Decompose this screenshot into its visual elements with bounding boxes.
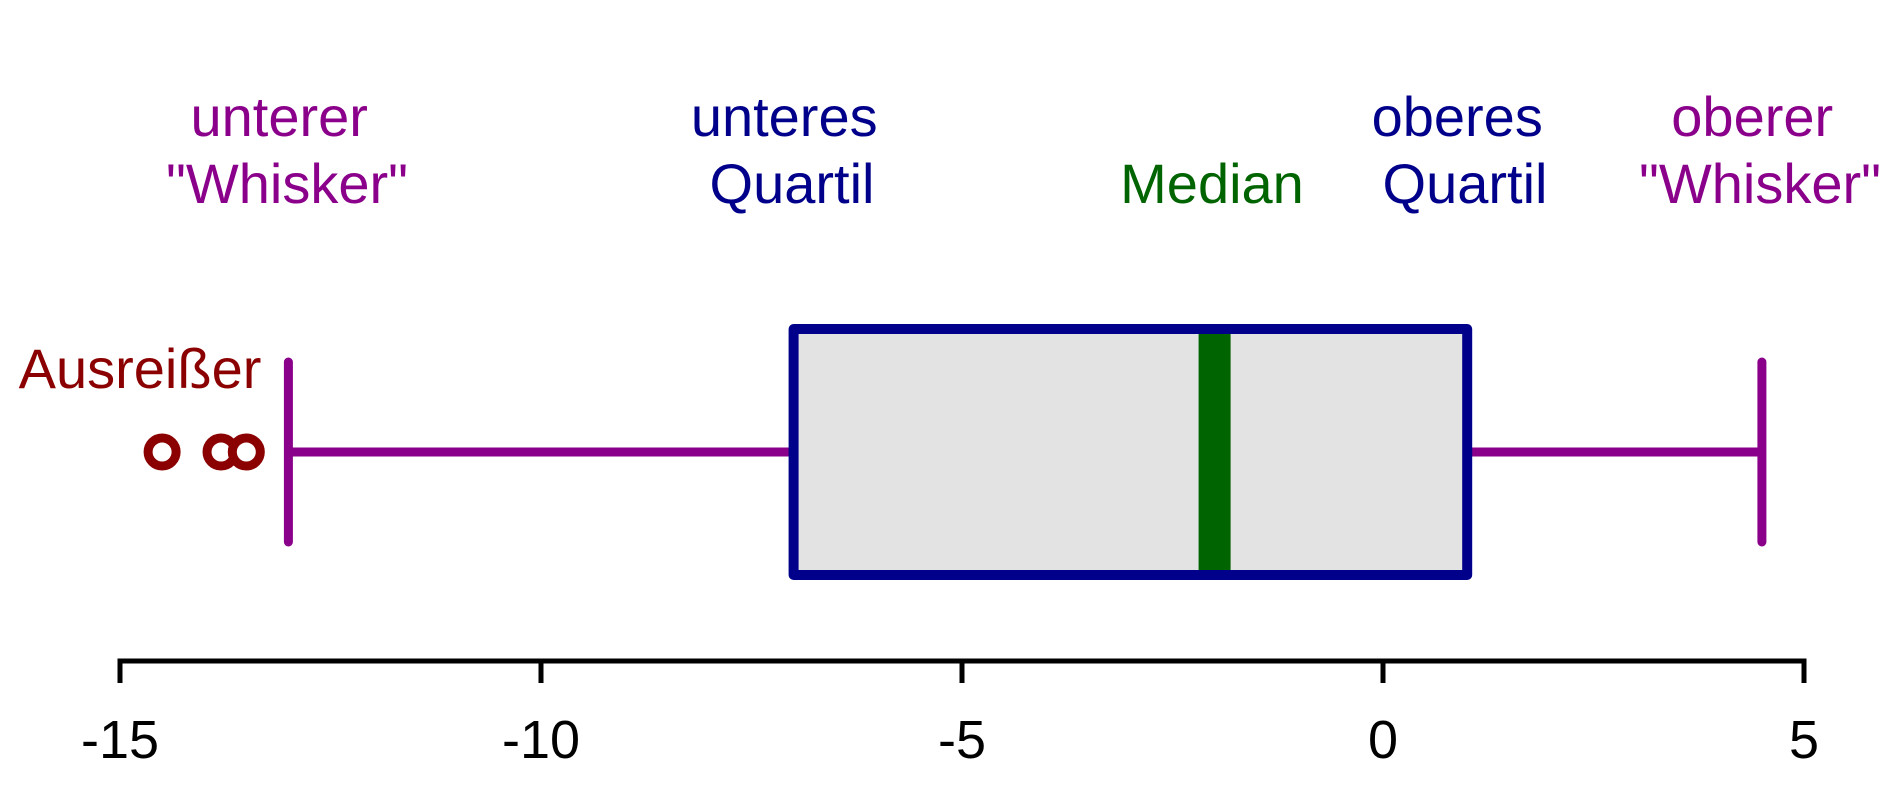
upper-quartile-label: oberes Quartil: [1372, 85, 1559, 215]
lower-whisker-label-line-1: unterer: [191, 85, 368, 148]
lower-quartile-label-line-2: Quartil: [710, 152, 875, 215]
x-tick-label-2: -10: [502, 710, 580, 770]
upper-quartile-label-line-1: oberes: [1372, 85, 1543, 148]
x-tick-label-3: -5: [938, 710, 986, 770]
outliers-label: Ausreißer: [19, 337, 262, 400]
lower-quartile-label: unteres Quartil: [691, 85, 893, 215]
lower-quartile-label-line-1: unteres: [691, 85, 878, 148]
outlier-point-3: [227, 433, 265, 471]
upper-whisker-label-line-1: oberer: [1671, 85, 1833, 148]
upper-quartile-label-line-2: Quartil: [1383, 152, 1548, 215]
upper-whisker-label-line-2: "Whisker": [1639, 152, 1881, 215]
plot-area: -15 -10 -5 0 5: [81, 324, 1819, 770]
outlier-point-1: [143, 433, 181, 471]
interquartile-box: [788, 324, 1473, 580]
x-tick-label-4: 0: [1368, 710, 1398, 770]
x-tick-label-1: -15: [81, 710, 159, 770]
lower-whisker-label: unterer "Whisker": [166, 85, 408, 215]
upper-whisker-label: oberer "Whisker": [1639, 85, 1881, 215]
median-label: Median: [1120, 152, 1304, 215]
median-line: [1198, 334, 1231, 570]
x-tick-label-5: 5: [1789, 710, 1819, 770]
annotations: unterer "Whisker" unteres Quartil Median…: [19, 85, 1881, 400]
lower-whisker-label-line-2: "Whisker": [166, 152, 408, 215]
